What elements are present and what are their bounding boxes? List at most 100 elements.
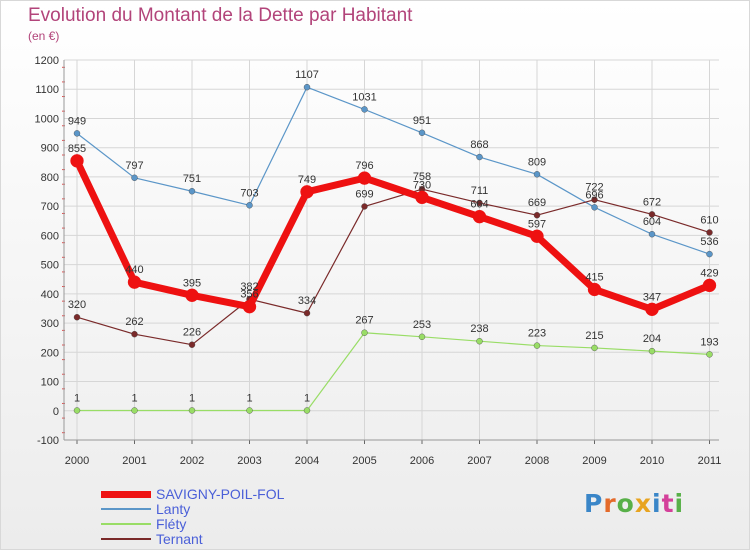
data-label: 356 bbox=[240, 289, 258, 301]
data-label: 382 bbox=[240, 281, 258, 293]
data-point bbox=[361, 203, 368, 210]
data-label: 395 bbox=[183, 277, 201, 289]
logo-letter: o bbox=[616, 489, 635, 518]
data-point bbox=[702, 278, 717, 293]
data-point bbox=[648, 231, 656, 238]
data-point bbox=[533, 212, 541, 219]
data-point bbox=[587, 282, 602, 297]
data-label: 226 bbox=[183, 327, 201, 339]
series-line bbox=[76, 188, 710, 346]
x-tick-label: 2010 bbox=[640, 455, 664, 467]
data-label: 1 bbox=[131, 392, 137, 404]
logo-letter: i bbox=[674, 489, 685, 518]
data-label: 1 bbox=[304, 392, 310, 404]
data-label: 722 bbox=[585, 182, 603, 194]
data-point bbox=[127, 275, 142, 289]
legend-label: Ternant bbox=[156, 531, 203, 547]
logo-letter: x bbox=[634, 489, 652, 518]
data-point bbox=[246, 407, 253, 414]
x-tick-label: 2011 bbox=[698, 455, 722, 467]
y-tick-label: 400 bbox=[41, 289, 59, 301]
plot-area bbox=[64, 60, 719, 440]
x-tick-label: 2009 bbox=[582, 455, 606, 467]
data-label: 751 bbox=[183, 173, 201, 185]
data-label: 711 bbox=[471, 185, 489, 197]
data-label: 797 bbox=[125, 160, 143, 172]
y-tick-label: 700 bbox=[41, 201, 59, 213]
data-point bbox=[73, 130, 81, 137]
y-tick-label: 1100 bbox=[35, 84, 59, 96]
data-point bbox=[361, 106, 368, 113]
data-label: 696 bbox=[585, 189, 603, 201]
unit-label: (en €) bbox=[28, 29, 60, 43]
logo-letter: r bbox=[603, 489, 617, 518]
data-label: 347 bbox=[643, 291, 661, 303]
data-point bbox=[188, 407, 196, 414]
data-point bbox=[73, 407, 81, 414]
chart-title: Evolution du Montant de la Dette par Hab… bbox=[28, 5, 413, 26]
y-tick-label: 200 bbox=[41, 347, 59, 359]
data-label: 429 bbox=[700, 267, 718, 279]
data-label: 1031 bbox=[352, 91, 376, 103]
data-point bbox=[476, 153, 483, 161]
y-tick-label: 600 bbox=[41, 230, 59, 242]
legend-swatch bbox=[101, 538, 151, 540]
data-point bbox=[131, 330, 138, 338]
series-line bbox=[73, 159, 711, 313]
data-point bbox=[188, 188, 196, 195]
data-label: 699 bbox=[355, 188, 373, 200]
data-point bbox=[303, 83, 311, 91]
y-tick-label: 900 bbox=[41, 143, 59, 155]
logo-letter: P bbox=[584, 489, 604, 518]
data-point bbox=[303, 407, 311, 414]
data-point bbox=[361, 329, 368, 336]
x-tick-label: 2005 bbox=[352, 455, 376, 467]
data-point bbox=[591, 204, 598, 211]
data-label: 320 bbox=[68, 299, 86, 311]
data-label: 262 bbox=[125, 316, 143, 328]
data-point bbox=[648, 211, 656, 218]
data-label: 1107 bbox=[295, 69, 319, 81]
data-point bbox=[131, 174, 138, 182]
data-point bbox=[591, 344, 598, 352]
y-tick-label: 300 bbox=[41, 318, 59, 330]
data-point bbox=[70, 154, 84, 168]
x-tick-label: 2008 bbox=[525, 455, 549, 467]
x-tick-label: 2006 bbox=[410, 455, 434, 467]
data-point bbox=[242, 300, 257, 314]
series-line bbox=[76, 86, 710, 255]
series-line bbox=[77, 332, 710, 412]
data-label: 664 bbox=[470, 199, 488, 211]
data-label: 809 bbox=[528, 156, 546, 168]
data-point bbox=[73, 314, 81, 321]
data-label: 703 bbox=[240, 187, 258, 199]
y-tick-label: 1000 bbox=[35, 113, 59, 125]
legend-label: Lanty bbox=[156, 501, 191, 517]
data-label: 415 bbox=[585, 271, 603, 283]
data-point bbox=[246, 202, 253, 209]
legend-swatch bbox=[101, 491, 151, 498]
y-tick-label: 0 bbox=[53, 406, 59, 418]
y-tick-label: 800 bbox=[41, 172, 59, 184]
y-tick-label: 100 bbox=[41, 377, 59, 389]
data-label: 855 bbox=[68, 143, 86, 155]
data-label: 223 bbox=[528, 328, 546, 340]
data-point bbox=[648, 347, 656, 355]
data-label: 440 bbox=[125, 264, 143, 276]
data-point bbox=[706, 250, 713, 258]
data-point bbox=[476, 199, 483, 207]
data-label: 796 bbox=[355, 160, 373, 172]
data-label: 749 bbox=[298, 174, 316, 186]
data-point bbox=[303, 309, 311, 317]
data-point bbox=[591, 196, 598, 203]
proxiti-logo: Proxiti bbox=[584, 489, 684, 518]
logo-letter: i bbox=[652, 489, 662, 518]
data-label: 215 bbox=[585, 330, 603, 342]
data-label: 610 bbox=[700, 214, 718, 226]
legend-label: SAVIGNY-POIL-FOL bbox=[156, 486, 285, 502]
data-point bbox=[418, 129, 426, 136]
data-label: 536 bbox=[700, 236, 718, 248]
x-tick-label: 2001 bbox=[122, 455, 146, 467]
